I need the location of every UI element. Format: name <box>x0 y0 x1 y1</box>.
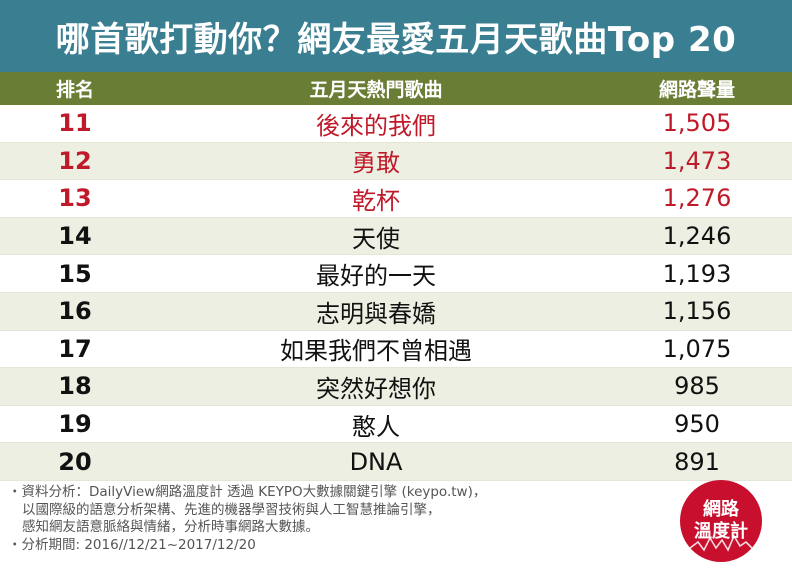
table-row: 16 志明與春嬌 1,156 <box>0 292 792 331</box>
source-line-3: 感知網友語意脈絡與情緒，分析時事網路大數據。 <box>22 519 319 535</box>
header-song: 五月天熱門歌曲 <box>309 79 443 101</box>
song-cell: 志明與春嬌 <box>316 299 436 328</box>
volume-cell: 1,473 <box>662 146 732 175</box>
source-note: ・資料分析：DailyView網路溫度計 透過 KEYPO大數據關鍵引擎 (ke… <box>8 484 648 554</box>
volume-cell: 985 <box>674 372 720 401</box>
table-row: 18 突然好想你 985 <box>0 368 792 406</box>
rank-cell: 12 <box>58 146 92 175</box>
table-header: 排名 五月天熱門歌曲 網路聲量 <box>0 72 792 105</box>
song-cell: 後來的我們 <box>316 111 436 140</box>
logo-text-1: 網路 <box>703 499 739 520</box>
volume-cell: 1,246 <box>662 222 732 251</box>
song-cell: 突然好想你 <box>316 374 436 403</box>
rank-cell: 16 <box>58 297 92 326</box>
volume-cell: 1,156 <box>662 297 732 326</box>
header-volume: 網路聲量 <box>658 79 735 101</box>
volume-cell: 1,505 <box>662 109 732 138</box>
rank-cell: 20 <box>58 447 92 476</box>
song-cell: 最好的一天 <box>316 262 436 291</box>
table-row: 11 後來的我們 1,505 <box>0 105 792 143</box>
song-cell: 如果我們不曾相遇 <box>280 337 472 366</box>
volume-cell: 1,075 <box>662 334 732 363</box>
song-cell: 勇敢 <box>352 149 400 178</box>
source-line-2: 以國際級的語意分析架構、先進的機器學習技術與人工智慧推論引擎， <box>22 501 441 518</box>
song-cell: 憨人 <box>352 412 400 441</box>
song-cell: DNA <box>349 447 403 476</box>
rank-cell: 15 <box>58 259 92 288</box>
rank-cell: 17 <box>58 334 92 363</box>
rank-cell: 13 <box>58 184 92 213</box>
analysis-period: ・分析期間: 2016//12/21~2017/12/20 <box>8 536 256 553</box>
table-row: 14 天使 1,246 <box>0 217 792 256</box>
rank-cell: 11 <box>58 109 92 138</box>
table-row: 17 如果我們不曾相遇 1,075 <box>0 331 792 369</box>
logo-text-2: 溫度計 <box>694 521 748 542</box>
table-row: 13 乾杯 1,276 <box>0 180 792 218</box>
song-cell: 天使 <box>352 224 400 253</box>
volume-cell: 1,193 <box>662 259 732 288</box>
header-rank: 排名 <box>55 79 94 101</box>
table-row: 15 最好的一天 1,193 <box>0 255 792 293</box>
table-row: 19 憨人 950 <box>0 406 792 444</box>
volume-cell: 891 <box>674 447 720 476</box>
song-cell: 乾杯 <box>352 186 400 215</box>
source-line-1: ・資料分析：DailyView網路溫度計 透過 KEYPO大數據關鍵引擎 (ke… <box>8 484 487 500</box>
volume-cell: 1,276 <box>662 184 732 213</box>
volume-cell: 950 <box>674 410 720 439</box>
dailyview-logo: 網路 溫度計 <box>680 480 762 562</box>
table-row: 20 DNA 891 <box>0 443 792 481</box>
page-title: 哪首歌打動你？網友最愛五月天歌曲Top 20 <box>0 0 792 72</box>
table-row: 12 勇敢 1,473 <box>0 142 792 181</box>
ranking-table: 11 後來的我們 1,505 12 勇敢 1,473 13 乾杯 1,276 1… <box>0 105 792 481</box>
wave-icon <box>680 534 762 552</box>
rank-cell: 19 <box>58 410 92 439</box>
rank-cell: 14 <box>58 222 92 251</box>
rank-cell: 18 <box>58 372 92 401</box>
